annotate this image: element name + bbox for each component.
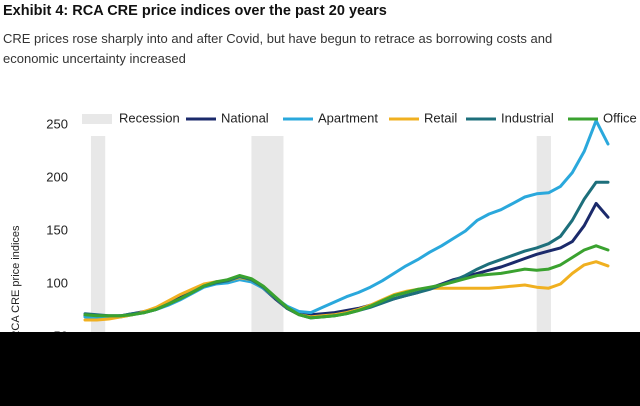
legend-label: Industrial [501, 110, 554, 125]
series-line [83, 244, 610, 320]
series-line [83, 201, 610, 319]
y-tick-label: 100 [46, 275, 68, 290]
chart-title: Exhibit 4: RCA CRE price indices over th… [3, 3, 387, 19]
recession-band [251, 136, 284, 364]
y-axis-label: RCA CRE price indices [10, 225, 22, 339]
chart-subtitle: CRE prices rose sharply into and after C… [3, 31, 553, 66]
recession-band [90, 136, 106, 364]
legend-label: Retail [424, 110, 457, 125]
cover-bar [0, 332, 640, 406]
legend-label: Office [603, 110, 637, 125]
legend-swatch [82, 114, 112, 124]
legend-label: Apartment [318, 110, 378, 125]
legend-label: Recession [119, 110, 180, 125]
series-line [83, 119, 610, 320]
y-tick-label: 250 [46, 116, 68, 131]
y-tick-label: 150 [46, 222, 68, 237]
legend-label: National [221, 110, 269, 125]
y-tick-label: 200 [46, 169, 68, 184]
